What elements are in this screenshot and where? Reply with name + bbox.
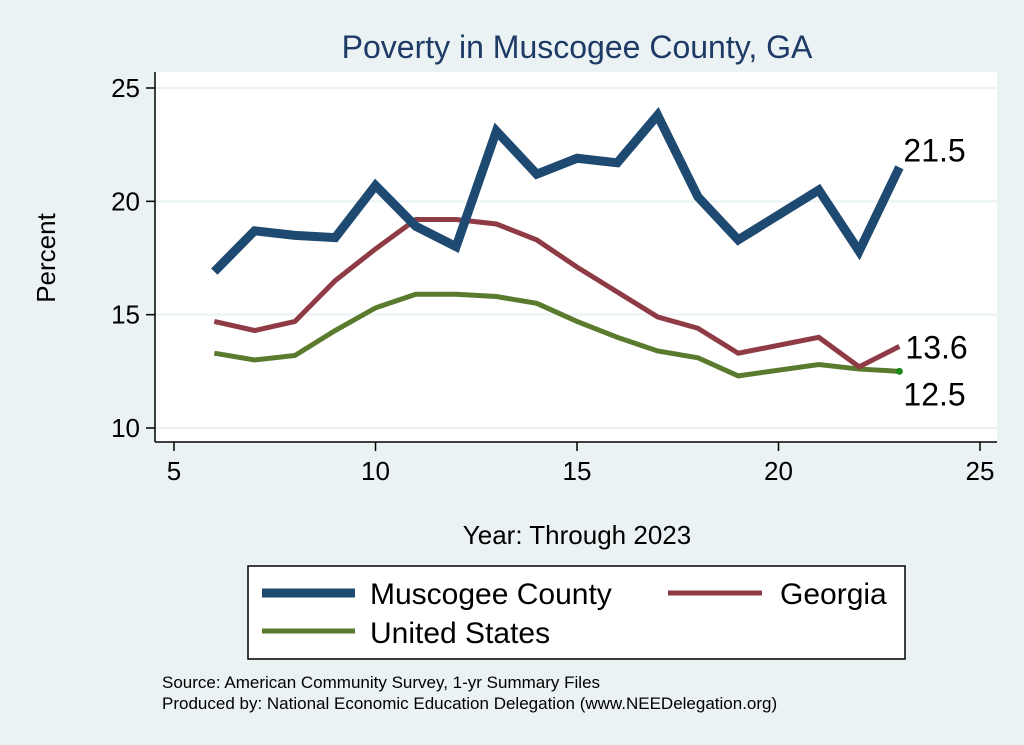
legend-label-united-states: United States: [370, 617, 550, 650]
x-tick-label: 15: [563, 456, 592, 486]
plot-area: [155, 72, 997, 442]
series-group: [211, 107, 904, 379]
x-tick-label: 25: [966, 456, 995, 486]
end-labels: 21.5 13.6 12.5: [903, 132, 967, 412]
x-tick-label: 10: [361, 456, 390, 486]
y-tick-label: 15: [111, 300, 140, 330]
chart-title: Poverty in Muscogee County, GA: [342, 29, 813, 65]
axes: 10 15 20 25 5 10 15 20 25: [111, 72, 997, 486]
y-axis-title: Percent: [31, 212, 61, 302]
x-tick-label: 20: [764, 456, 793, 486]
footnote-producer: Produced by: National Economic Education…: [162, 694, 777, 713]
legend-label-muscogee-county: Muscogee County: [370, 578, 612, 611]
legend: Muscogee County Georgia United States: [262, 578, 887, 650]
y-tick-label: 20: [111, 186, 140, 216]
end-label-united-states: 12.5: [903, 376, 965, 412]
end-label-georgia: 13.6: [905, 329, 967, 365]
footnote-source: Source: American Community Survey, 1-yr …: [162, 673, 600, 692]
series-line-georgia: [213, 216, 901, 370]
series-line-muscogee-county: [211, 107, 904, 275]
legend-label-georgia: Georgia: [780, 578, 887, 611]
gridlines: [155, 87, 997, 429]
us-end-marker: [895, 367, 903, 375]
y-tick-label: 10: [111, 413, 140, 443]
legend-box: [247, 565, 906, 660]
end-label-muscogee-county: 21.5: [903, 132, 965, 168]
series-line-united-states: [213, 291, 900, 379]
x-axis-title: Year: Through 2023: [463, 520, 691, 550]
y-tick-label: 25: [111, 73, 140, 103]
x-tick-label: 5: [167, 456, 181, 486]
